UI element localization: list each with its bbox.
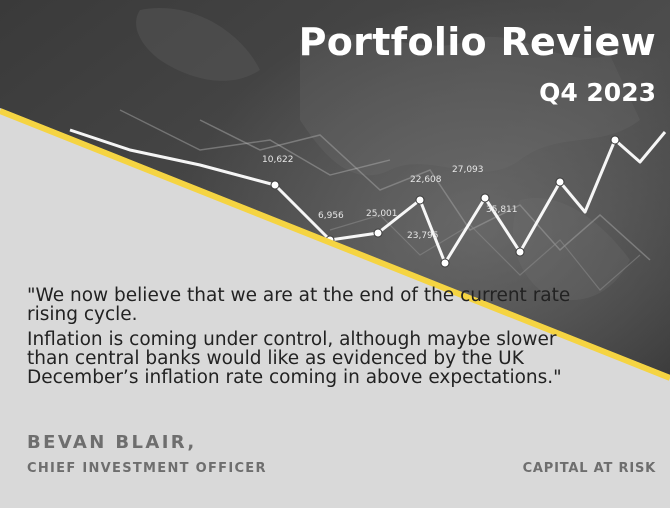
chart-label: 25,001 [366, 209, 398, 219]
accent-stripe [0, 108, 670, 381]
chart-label: 27,093 [452, 165, 484, 175]
quote-paragraph: Inflation is coming under control, altho… [27, 329, 562, 388]
author-name: BEVAN BLAIR, [27, 432, 197, 453]
author-role: CHIEF INVESTMENT OFFICER [27, 461, 267, 476]
chart-label: 6,956 [318, 211, 344, 221]
chart-label: 35,811 [486, 205, 518, 215]
period-subtitle: Q4 2023 [539, 78, 656, 107]
quote-paragraph: "We now believe that we are at the end o… [27, 285, 571, 325]
quote-block: "We now believe that we are at the end o… [27, 286, 587, 387]
chart-label: 10,622 [262, 155, 294, 165]
chart-label: 23,795 [407, 231, 439, 241]
chart-label: 22,608 [410, 175, 442, 185]
capital-at-risk-disclaimer: CAPITAL AT RISK [522, 461, 656, 476]
page-title: Portfolio Review [298, 20, 656, 64]
